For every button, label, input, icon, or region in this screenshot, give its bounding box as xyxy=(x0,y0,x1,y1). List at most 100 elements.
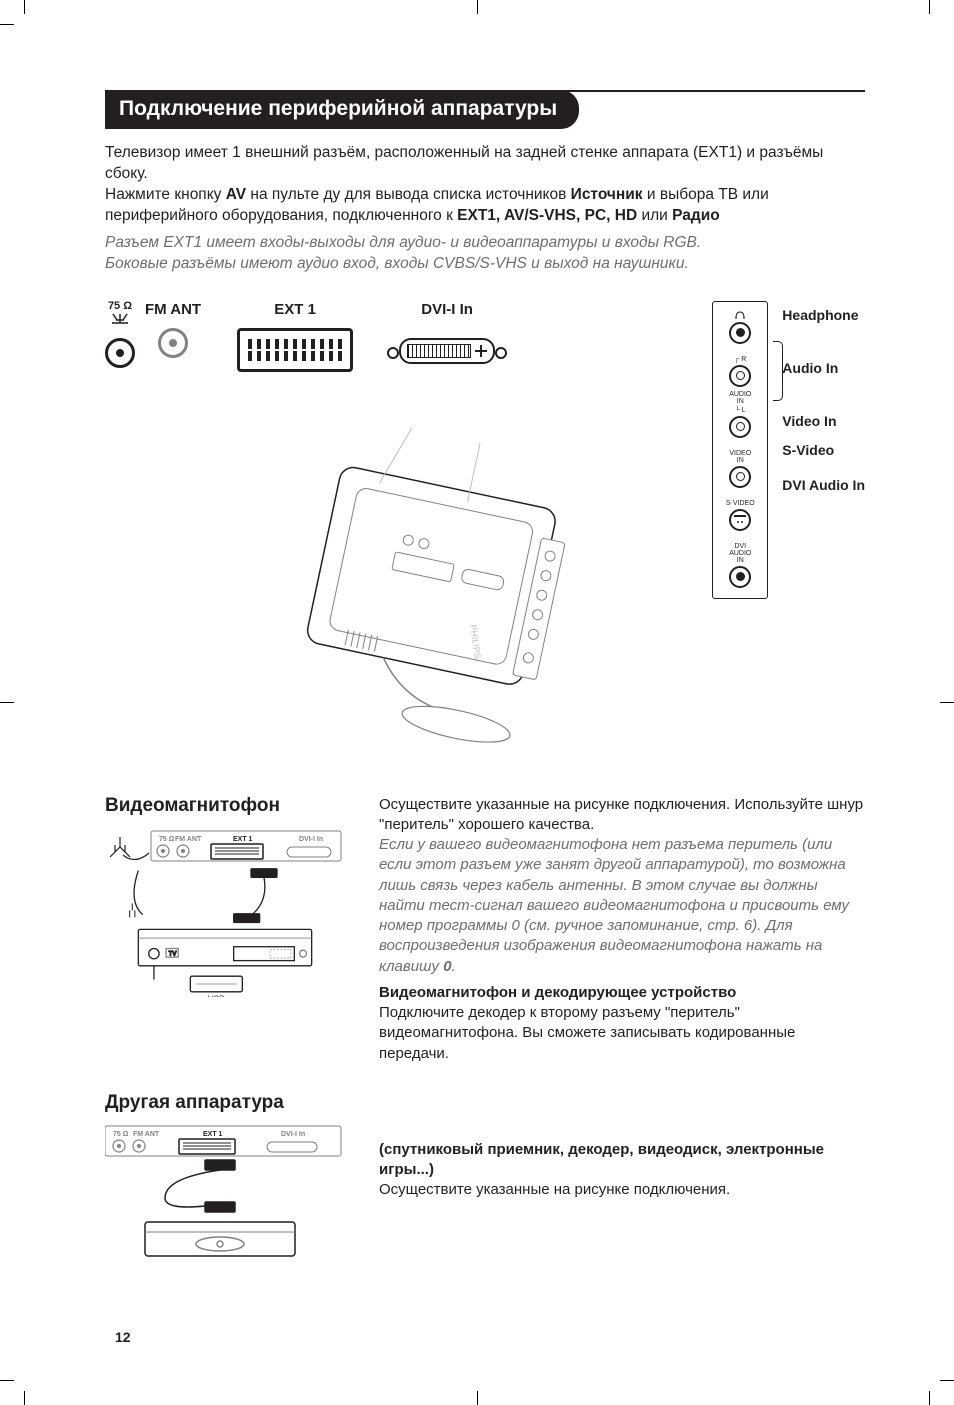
vcr-text: Осуществите указанные на рисунке подключ… xyxy=(379,795,865,1064)
intro-line2-c: на пульте ду для вывода списка источнико… xyxy=(246,186,571,203)
headphone-jack xyxy=(729,310,751,344)
label-headphone: Headphone xyxy=(782,307,865,323)
crop-mark xyxy=(477,0,478,14)
tv-illustration: PHILIPS xyxy=(275,421,655,751)
jack-icon xyxy=(729,365,751,387)
intro-radio: Радио xyxy=(672,207,720,224)
scart-jack-icon xyxy=(237,328,353,372)
jack-label-r: ┌ R xyxy=(734,356,746,363)
jack-label-audio: AUDIO IN xyxy=(729,391,751,405)
label-svideo: S-Video xyxy=(782,442,865,458)
jack-label-video: VIDEO IN xyxy=(729,450,751,464)
intro-line2-g: или xyxy=(637,207,672,224)
other-diagram: 75 Ω FM ANT EXT 1 DVI-I In xyxy=(105,1124,345,1268)
label-dvi-audio: DVI Audio In xyxy=(782,477,865,493)
svideo-jack: S·VIDEO xyxy=(726,500,755,531)
antenna-icon xyxy=(110,312,130,324)
crop-mark xyxy=(0,702,14,703)
coax-jack-icon xyxy=(158,328,188,358)
svg-text:TV: TV xyxy=(169,951,177,957)
page-content: Подключение периферийной аппаратуры Теле… xyxy=(105,90,865,1268)
other-title: Другая аппаратура xyxy=(105,1092,345,1114)
jack-icon xyxy=(729,322,751,344)
other-ports-row: 75 Ω FM ANT EXT 1 DVI-I In xyxy=(105,1124,345,1158)
intro-av: AV xyxy=(226,186,246,203)
vcr-diagram: 75 Ω FM ANT EXT 1 DVI-I In xyxy=(105,827,345,997)
coax-jack-icon xyxy=(105,338,135,368)
jack-label-l: └ L xyxy=(735,407,746,414)
port-antenna: 75 Ω xyxy=(105,301,135,368)
jack-label-dvi-audio: DVI AUDIO IN xyxy=(729,543,751,564)
svideo-jack-icon xyxy=(729,509,751,531)
port-dvi: DVI-I In xyxy=(399,301,495,364)
crop-mark xyxy=(940,1380,954,1381)
ext1-label: EXT 1 xyxy=(274,301,316,318)
crop-mark xyxy=(929,0,930,14)
svg-text:EXT 1: EXT 1 xyxy=(233,836,253,843)
vcr-label: VCR xyxy=(208,994,225,997)
label-audio-in: Audio In xyxy=(782,360,865,376)
label-video-in: Video In xyxy=(782,413,865,429)
port-fm-ant: FM ANT xyxy=(145,301,201,358)
vcr-left: Видеомагнитофон 75 Ω FM ANT EXT 1 DVI-I … xyxy=(105,795,345,997)
svg-text:FM ANT: FM ANT xyxy=(175,836,202,843)
dvi-audio-jack: DVI AUDIO IN xyxy=(729,543,751,588)
crop-mark xyxy=(477,1391,478,1405)
crop-mark xyxy=(929,1391,930,1405)
heading-rule: Подключение периферийной аппаратуры xyxy=(105,90,865,129)
jack-icon xyxy=(729,566,751,588)
other-cable-diagram xyxy=(105,1158,345,1268)
side-panel-diagram: ┌ R AUDIO IN └ L VIDEO IN S·VIDEO xyxy=(712,301,865,599)
main-diagram: 75 Ω FM ANT EXT 1 DVI-I In xyxy=(105,301,865,771)
svg-text:DVI-I In: DVI-I In xyxy=(299,836,323,843)
intro-italic1: Разъем EXT1 имеет входы-выходы для аудио… xyxy=(105,233,865,254)
svg-text:DVI-I In: DVI-I In xyxy=(281,1131,305,1138)
crop-mark xyxy=(0,1380,14,1381)
crop-mark xyxy=(24,0,25,14)
svg-text:75 Ω: 75 Ω xyxy=(113,1131,129,1138)
intro-line2-a: Нажмите кнопку xyxy=(105,186,226,203)
other-left: Другая аппаратура 75 Ω FM ANT EXT 1 DVI-… xyxy=(105,1092,345,1268)
vcr-p2: Если у вашего видеомагнитофона нет разъе… xyxy=(379,836,849,975)
dvi-label: DVI-I In xyxy=(421,301,473,318)
vcr-p3-body: Подключите декодер к второму разъему "пе… xyxy=(379,1003,865,1064)
intro-source: Источник xyxy=(571,186,643,203)
fm-ant-label: FM ANT xyxy=(145,301,201,318)
crop-mark xyxy=(24,1391,25,1405)
side-panel-labels: Headphone Audio In Video In S-Video DVI … xyxy=(782,301,865,493)
port-ext1: EXT 1 xyxy=(237,301,353,372)
intro-text: Телевизор имеет 1 внешний разъём, распол… xyxy=(105,143,865,275)
vcr-cable-diagram: TV VCR xyxy=(105,867,345,997)
intro-italic2: Боковые разъёмы имеют аудио вход, входы … xyxy=(105,254,865,275)
intro-line1: Телевизор имеет 1 внешний разъём, распол… xyxy=(105,144,823,182)
brace-icon xyxy=(773,341,783,401)
svg-text:75 Ω: 75 Ω xyxy=(159,836,175,843)
vcr-p1: Осуществите указанные на рисунке подключ… xyxy=(379,795,865,836)
antenna-wire-icon: 75 Ω FM ANT EXT 1 DVI-I In xyxy=(105,827,345,867)
vcr-p2-end: . xyxy=(452,958,456,975)
crop-mark xyxy=(0,24,14,25)
vcr-title: Видеомагнитофон xyxy=(105,795,345,817)
section-heading: Подключение периферийной аппаратуры xyxy=(105,90,579,129)
other-p1b: Осуществите указанные на рисунке подключ… xyxy=(379,1180,865,1200)
vcr-section: Видеомагнитофон 75 Ω FM ANT EXT 1 DVI-I … xyxy=(105,795,865,1064)
vcr-p3-title: Видеомагнитофон и декодирующее устройств… xyxy=(379,983,865,1003)
audio-r-jack: ┌ R xyxy=(729,356,751,387)
page-number: 12 xyxy=(115,1329,131,1345)
other-p1a: (спутниковый приемник, декодер, видеодис… xyxy=(379,1140,865,1181)
intro-ports-list: EXT1, AV/S-VHS, PC, HD xyxy=(457,207,637,224)
side-panel: ┌ R AUDIO IN └ L VIDEO IN S·VIDEO xyxy=(712,301,768,599)
jack-label-svideo: S·VIDEO xyxy=(726,500,755,507)
svg-text:FM ANT: FM ANT xyxy=(133,1131,160,1138)
other-text: (спутниковый приемник, декодер, видеодис… xyxy=(379,1092,865,1201)
other-section: Другая аппаратура 75 Ω FM ANT EXT 1 DVI-… xyxy=(105,1092,865,1268)
jack-icon xyxy=(729,416,751,438)
audio-l-jack: AUDIO IN └ L xyxy=(729,391,751,438)
headphone-icon xyxy=(734,310,746,320)
crop-mark xyxy=(940,702,954,703)
svg-text:EXT 1: EXT 1 xyxy=(203,1131,223,1138)
ohm-label: 75 Ω xyxy=(108,301,132,312)
dvi-jack-icon xyxy=(399,338,495,364)
jack-icon xyxy=(729,466,751,488)
vcr-p2-key: 0 xyxy=(443,958,451,975)
